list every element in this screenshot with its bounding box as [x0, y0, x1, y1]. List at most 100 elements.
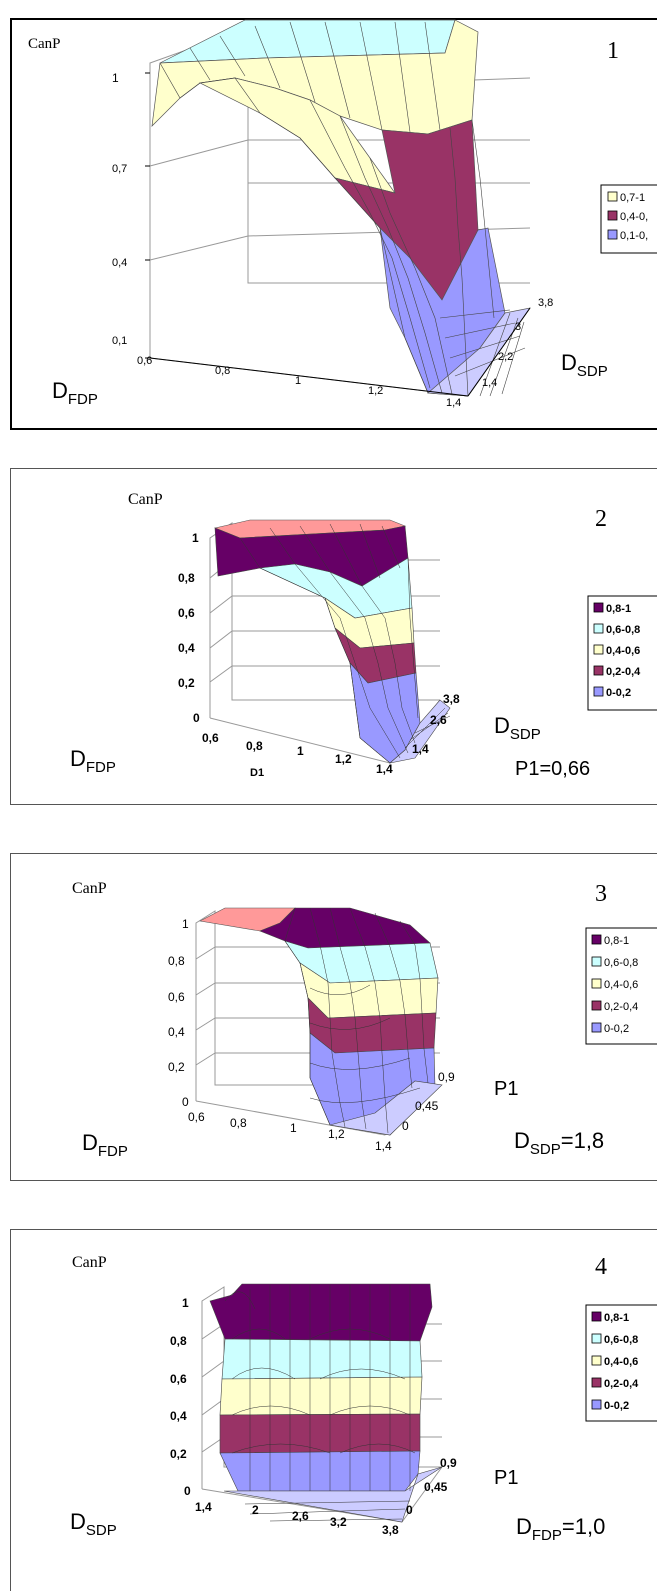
legend-swatch	[591, 1022, 602, 1033]
z-tick-label: 1	[182, 1296, 189, 1310]
z-axis-label: CanP	[72, 1254, 107, 1271]
y-tick-label: 0,45	[415, 1099, 439, 1113]
y-tick-label: 1,4	[412, 742, 429, 756]
panel-number: 4	[595, 1254, 607, 1280]
panel-border	[10, 468, 657, 805]
fixed-param: DFDP=1,0	[516, 1514, 605, 1544]
legend-label: 0-0,2	[604, 1023, 629, 1035]
legend-label: 0,6-0,8	[604, 957, 638, 969]
legend-swatch	[593, 623, 604, 634]
z-tick-label: 0,4	[170, 1409, 187, 1423]
legend-swatch	[593, 602, 604, 613]
x-tick-label: 0,6	[137, 355, 152, 367]
z-tick-label: 1	[182, 917, 189, 931]
legend-label: 0,8-1	[606, 603, 631, 615]
surface-chart-4: CanP 4 1 0,8 0,6 0,4 0,2 0 1,4 2 2,6 3,2…	[10, 1229, 657, 1591]
legend-swatch	[607, 210, 618, 221]
y-tick-label: 2,6	[430, 713, 447, 727]
legend-label: 0,7-1	[620, 192, 645, 204]
x-axis-name: D1	[250, 767, 264, 779]
surface-chart-3: CanP 3 1 0,8 0,6 0,4 0,2 0 0,6 0,8 1 1,2…	[10, 853, 657, 1181]
legend-swatch	[591, 1377, 602, 1388]
z-axis-label: CanP	[28, 36, 61, 52]
legend-swatch	[591, 956, 602, 967]
legend-label: 0,8-1	[604, 935, 629, 947]
x-tick-label: 0,6	[188, 1110, 205, 1124]
fixed-param: P1=0,66	[515, 758, 590, 780]
y-tick-label: 3	[515, 321, 521, 333]
x-tick-label: 1,2	[328, 1127, 345, 1141]
z-tick-label: 0	[182, 1095, 189, 1109]
chart-panel-3: CanP 3 1 0,8 0,6 0,4 0,2 0 0,6 0,8 1 1,2…	[10, 853, 657, 1181]
legend-swatch	[591, 934, 602, 945]
panel-number: 3	[595, 881, 607, 907]
chart-panel-2: CanP 2 1 0,8 0,6 0,4 0,2 0 0,6 0,8 1 1,2…	[10, 468, 657, 805]
x-tick-label: 2,6	[292, 1509, 309, 1523]
z-tick-label: 1	[192, 531, 199, 545]
legend-swatch	[607, 229, 618, 240]
panel-number: 1	[607, 38, 619, 64]
y-axis-label: DSDP	[561, 350, 608, 380]
x-tick-label: 1	[290, 1121, 297, 1135]
z-tick-label: 0,4	[178, 641, 195, 655]
panel-number: 2	[595, 506, 607, 532]
chart-panel-4: CanP 4 1 0,8 0,6 0,4 0,2 0 1,4 2 2,6 3,2…	[10, 1229, 657, 1591]
y-tick-label: 0	[406, 1503, 413, 1517]
z-tick-label: 0,6	[170, 1372, 187, 1386]
x-tick-label: 1,2	[368, 385, 383, 397]
legend-label: 0,2-0,4	[606, 666, 641, 678]
y-tick-label: 0,9	[438, 1070, 455, 1084]
z-tick-label: 0,8	[168, 954, 185, 968]
legend-swatch	[591, 1311, 602, 1322]
x-tick-label: 1,4	[375, 1139, 392, 1153]
fixed-param: DSDP=1,8	[514, 1128, 604, 1158]
x-tick-label: 1	[295, 375, 301, 387]
y-tick-label: 0,9	[440, 1456, 457, 1470]
x-axis-label: DFDP	[52, 378, 98, 408]
x-axis-label: DSDP	[70, 1509, 117, 1539]
legend-swatch	[591, 978, 602, 989]
legend-label: 0,4-0,6	[606, 645, 640, 657]
panel-border	[10, 18, 657, 430]
legend-swatch	[593, 665, 604, 676]
x-tick-label: 0,8	[246, 739, 263, 753]
z-tick-label: 0,6	[168, 990, 185, 1004]
x-tick-label: 0,8	[230, 1116, 247, 1130]
x-tick-label: 3,2	[330, 1515, 347, 1529]
y-tick-label: 3,8	[538, 297, 553, 309]
legend: 0,8-1 0,6-0,8 0,4-0,6 0,2-0,4 0-0,2	[585, 1304, 657, 1422]
z-tick-label: 0,7	[112, 163, 127, 175]
x-tick-label: 0,6	[202, 731, 219, 745]
legend-label: 0,2-0,4	[604, 1378, 639, 1390]
legend-label: 0,6-0,8	[606, 624, 640, 636]
z-tick-label: 0,4	[168, 1025, 185, 1039]
legend-label: 0-0,2	[604, 1400, 629, 1412]
legend-label: 0,4-0,	[620, 211, 648, 223]
y-tick-label: 0,45	[424, 1480, 448, 1494]
x-tick-label: 1,4	[376, 762, 393, 776]
legend-swatch	[593, 644, 604, 655]
z-tick-label: 0,1	[112, 335, 127, 347]
legend: 0,7-1 0,4-0, 0,1-0,	[600, 184, 657, 254]
legend: 0,8-1 0,6-0,8 0,4-0,6 0,2-0,4 0-0,2	[585, 927, 657, 1045]
z-tick-label: 0,6	[178, 606, 195, 620]
surface-mesh	[159, 21, 526, 397]
panel-border	[10, 1229, 657, 1591]
legend-swatch	[591, 1000, 602, 1011]
legend-label: 0,6-0,8	[604, 1334, 638, 1346]
legend: 0,8-1 0,6-0,8 0,4-0,6 0,2-0,4 0-0,2	[587, 595, 657, 711]
y-tick-label: 2,2	[498, 351, 513, 363]
z-tick-label: 0,4	[112, 257, 127, 269]
surface-mesh	[284, 907, 429, 1134]
y-tick-label: 1,4	[482, 377, 497, 389]
panel-border	[10, 853, 657, 1181]
legend-swatch	[591, 1355, 602, 1366]
y-axis-label: P1	[494, 1078, 518, 1100]
z-tick-label: 0,2	[168, 1060, 185, 1074]
chart-panel-1: CanP 1 1 0,7 0,4 0,1 0,6 0,8 1 1,2 1,4 1…	[10, 18, 657, 430]
legend-label: 0,1-0,	[620, 230, 648, 242]
z-tick-label: 0,2	[170, 1447, 187, 1461]
y-tick-label: 0	[402, 1119, 409, 1133]
x-tick-label: 1	[297, 744, 304, 758]
x-tick-label: 1,4	[446, 397, 461, 409]
